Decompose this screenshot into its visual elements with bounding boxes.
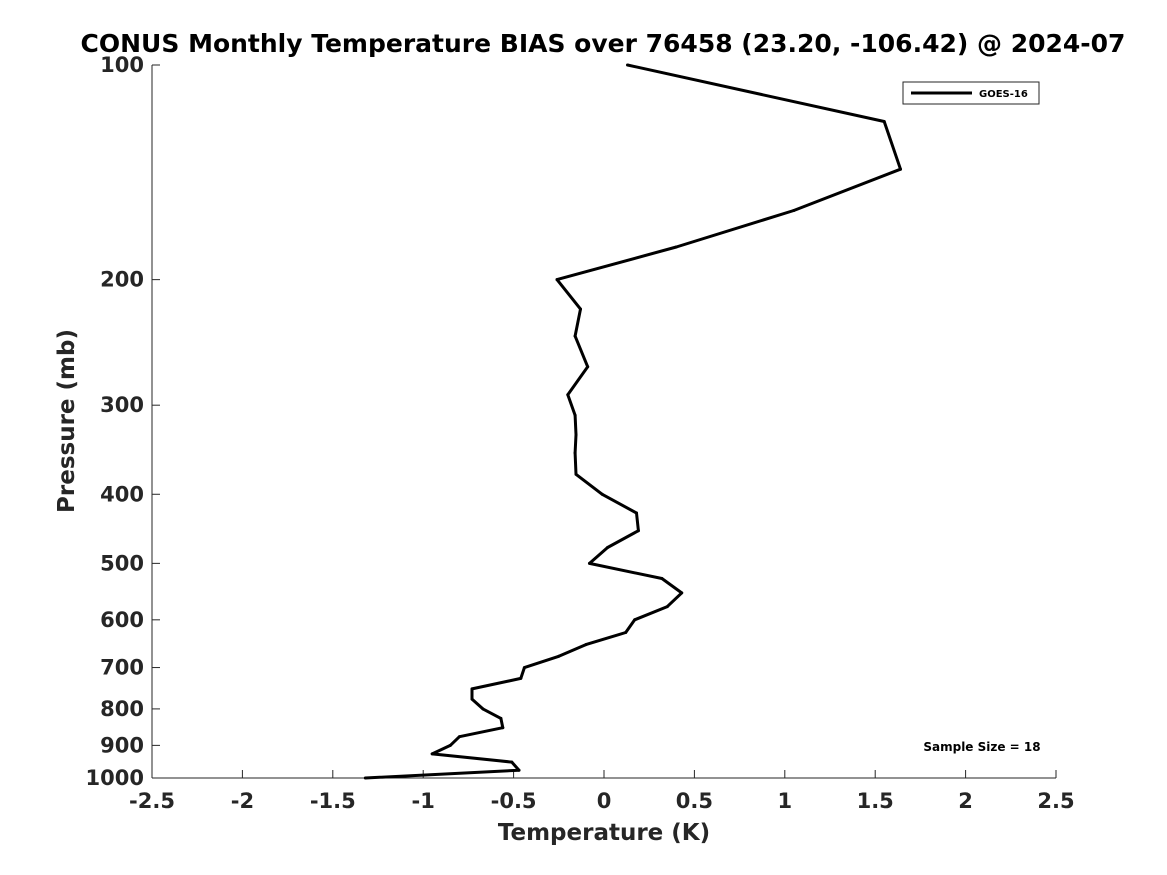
- data-point: [579, 307, 582, 311]
- data-point: [600, 492, 604, 496]
- data-point: [573, 334, 577, 338]
- x-tick-label: 2.5: [1037, 789, 1074, 813]
- data-point: [574, 433, 578, 437]
- data-point: [510, 760, 514, 764]
- data-point: [501, 726, 505, 730]
- data-point: [665, 605, 669, 609]
- data-point: [430, 752, 434, 756]
- data-point: [606, 546, 610, 549]
- x-tick-label: 1: [777, 789, 792, 813]
- x-tick-label: -1.5: [310, 789, 356, 813]
- x-tick-label: -2.5: [129, 789, 175, 813]
- data-point: [557, 654, 561, 658]
- data-point: [633, 618, 637, 622]
- data-point: [680, 591, 684, 595]
- data-point: [470, 687, 474, 691]
- x-tick-label: 2: [958, 789, 973, 813]
- data-point: [457, 735, 461, 739]
- data-point: [363, 776, 367, 780]
- data-point: [499, 716, 503, 720]
- y-ticks: 100 200 300 400 500 600 700 800 900 1000: [86, 53, 160, 790]
- x-tick-label: 0.5: [676, 789, 713, 813]
- data-point: [555, 278, 559, 282]
- data-point: [481, 707, 485, 711]
- x-axis-label: Temperature (K): [498, 820, 710, 846]
- y-axis-label: Pressure (mb): [54, 329, 80, 513]
- x-tick-label: 0: [597, 789, 612, 813]
- y-tick-label: 500: [100, 551, 144, 575]
- data-point: [573, 413, 577, 417]
- data-point: [586, 365, 590, 369]
- x-tick-label: -2: [231, 789, 254, 813]
- data-point: [882, 120, 886, 123]
- y-tick-label: 700: [100, 656, 144, 680]
- data-point: [588, 561, 591, 565]
- data-point: [574, 472, 578, 476]
- data-point: [470, 697, 474, 701]
- plot-area: [152, 65, 1056, 778]
- y-tick-label: 900: [100, 733, 144, 757]
- x-tick-label: -0.5: [491, 789, 537, 813]
- x-tick-label: -1: [412, 789, 435, 813]
- data-point: [584, 643, 588, 647]
- data-point: [635, 511, 638, 515]
- data-point: [573, 451, 577, 455]
- y-tick-label: 1000: [86, 766, 144, 790]
- y-tick-label: 400: [100, 482, 144, 506]
- data-point: [674, 245, 678, 249]
- data-point: [566, 393, 570, 397]
- y-tick-label: 600: [100, 608, 144, 632]
- data-point: [522, 666, 526, 670]
- data-point: [517, 768, 521, 772]
- y-tick-label: 800: [100, 697, 144, 721]
- legend-label-goes-16: GOES-16: [979, 89, 1028, 100]
- legend: GOES-16: [902, 81, 1040, 105]
- chart-title: CONUS Monthly Temperature BIAS over 7645…: [81, 29, 1126, 58]
- data-point: [624, 631, 628, 634]
- data-point: [636, 529, 640, 533]
- y-tick-label: 200: [100, 268, 144, 292]
- data-point: [626, 63, 629, 67]
- y-tick-label: 300: [100, 393, 144, 417]
- data-point: [519, 676, 523, 680]
- data-point: [899, 167, 902, 171]
- series-layer: [363, 63, 902, 780]
- data-point: [448, 743, 452, 747]
- data-point: [660, 577, 664, 580]
- y-tick-label: 100: [100, 53, 144, 77]
- x-ticks: -2.5 -2 -1.5 -1 -0.5 0 0.5 1 1.5 2 2.5: [129, 770, 1075, 813]
- data-point: [792, 209, 796, 212]
- x-tick-label: 1.5: [857, 789, 894, 813]
- sample-size-annotation: Sample Size = 18: [923, 740, 1040, 754]
